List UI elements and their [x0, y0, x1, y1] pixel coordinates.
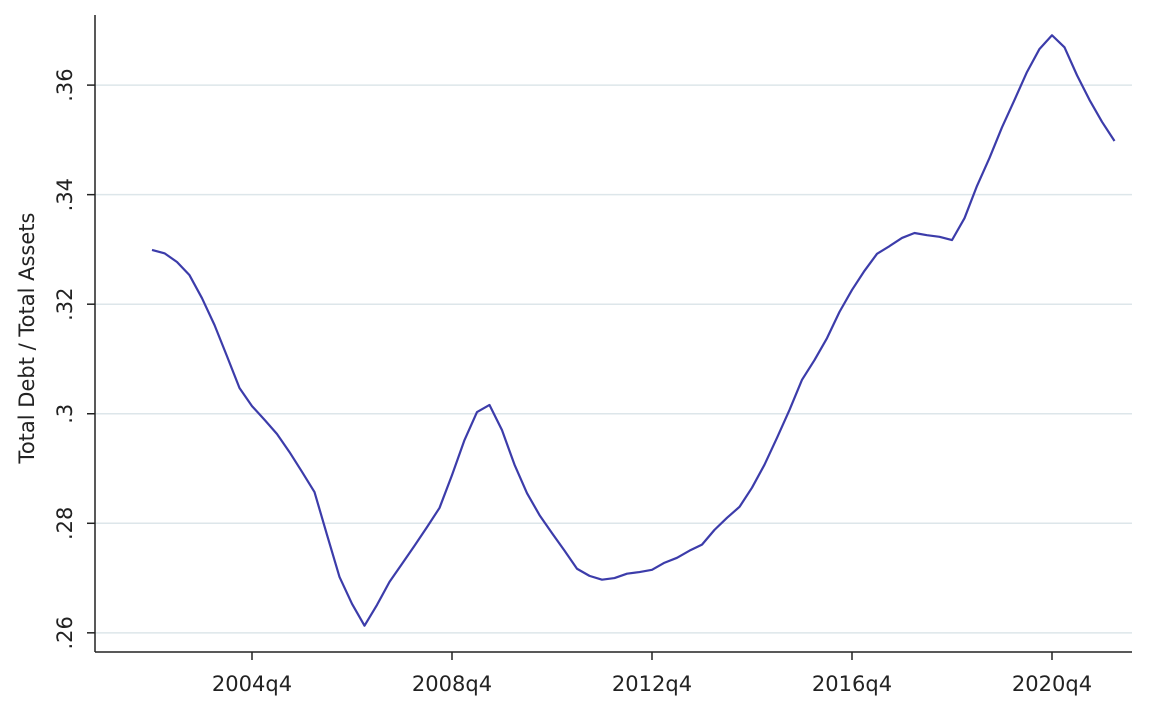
- x-tick-label: 2016q4: [812, 672, 892, 696]
- x-tick-label: 2004q4: [212, 672, 292, 696]
- x-tick-label: 2012q4: [612, 672, 692, 696]
- y-axis-title: Total Debt / Total Assets: [15, 213, 39, 465]
- y-tick-label: .34: [53, 178, 77, 211]
- x-tick-label: 2020q4: [1012, 672, 1092, 696]
- y-tick-label: .32: [53, 287, 77, 320]
- y-tick-label: .3: [53, 404, 77, 424]
- line-series: [151, 34, 1116, 627]
- y-tick-label: .28: [53, 507, 77, 540]
- x-tick-label: 2008q4: [412, 672, 492, 696]
- y-tick-label: .36: [53, 68, 77, 101]
- y-tick-label: .26: [53, 616, 77, 649]
